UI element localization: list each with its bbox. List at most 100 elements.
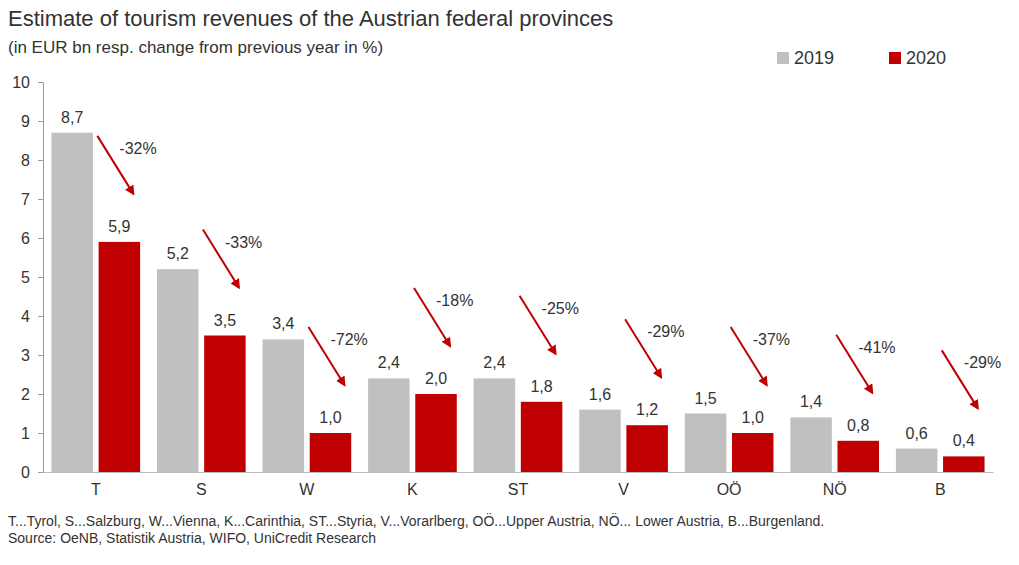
bar: [415, 394, 457, 472]
data-label: 0,4: [953, 432, 975, 449]
tick: NÖ: [823, 472, 847, 498]
bars: [51, 133, 984, 472]
annotation: -18%: [436, 292, 473, 309]
bar: [99, 242, 141, 472]
tick-mark: [38, 277, 43, 278]
tick: 4: [21, 308, 43, 325]
axis-line: [44, 472, 994, 473]
tick-label: K: [407, 481, 418, 498]
tick: K: [407, 472, 418, 498]
data-label: 3,4: [272, 315, 294, 332]
legend: 2019 2020: [777, 48, 946, 68]
bar: [51, 133, 93, 472]
data-label: 0,6: [906, 425, 928, 442]
tick-label: 2: [21, 386, 30, 403]
tick: 5: [21, 269, 43, 286]
annotation: -41%: [858, 339, 895, 356]
tick-label: 10: [12, 74, 30, 91]
annotations: -32%-33%-72%-18%-25%-29%-37%-41%-29%: [97, 136, 1001, 409]
bar: [626, 425, 668, 472]
bar: [368, 378, 410, 472]
bar: [474, 378, 516, 472]
bar: [896, 449, 938, 472]
tick: 8: [21, 152, 43, 169]
bar: [263, 339, 305, 472]
annotation: -37%: [753, 331, 790, 348]
annotation: -72%: [330, 331, 367, 348]
tick: 1: [21, 425, 43, 442]
tick-label: 0: [21, 464, 30, 481]
bar: [310, 433, 352, 472]
bar: [521, 402, 563, 472]
tick-label: 8: [21, 152, 30, 169]
tick: 9: [21, 113, 43, 130]
tick: 6: [21, 230, 43, 247]
data-label: 1,4: [800, 393, 822, 410]
bar: [943, 456, 985, 472]
data-label: 2,0: [425, 370, 447, 387]
tick-label: OÖ: [717, 481, 742, 498]
tick-label: S: [196, 481, 207, 498]
data-label: 1,0: [319, 409, 341, 426]
tick-mark: [38, 199, 43, 200]
tick: OÖ: [717, 472, 742, 498]
bar: [579, 410, 621, 472]
tick: 7: [21, 191, 43, 208]
title: Estimate of tourism revenues of the Aust…: [8, 6, 613, 31]
bar: [204, 336, 246, 473]
data-label: 3,5: [214, 312, 236, 329]
tick-label: 4: [21, 308, 30, 325]
data-label: 5,2: [167, 245, 189, 262]
chart: Estimate of tourism revenues of the Aust…: [0, 0, 1019, 565]
data-label: 1,0: [742, 409, 764, 426]
tick-mark: [38, 433, 43, 434]
data-label: 2,4: [483, 354, 505, 371]
tick-label: ST: [508, 481, 529, 498]
data-label: 1,5: [694, 390, 716, 407]
data-label: 1,6: [589, 386, 611, 403]
tick-mark: [38, 394, 43, 395]
data-label: 2,4: [378, 354, 400, 371]
tick-label: 1: [21, 425, 30, 442]
tick-mark: [38, 160, 43, 161]
legend-label: 2019: [794, 48, 834, 68]
annotation: -33%: [225, 234, 262, 251]
note: T...Tyrol, S...Salzburg, W...Vienna, K..…: [8, 512, 824, 529]
tick-label: 9: [21, 113, 30, 130]
bar: [732, 433, 774, 472]
data-label: 5,9: [108, 218, 130, 235]
tick-label: NÖ: [823, 481, 847, 498]
tick-label: 3: [21, 347, 30, 364]
tick-mark: [38, 82, 43, 83]
axis-line: [38, 83, 44, 473]
tick-label: 6: [21, 230, 30, 247]
tick-label: T: [91, 481, 101, 498]
annotation: -25%: [542, 300, 579, 317]
legend-swatch: [777, 52, 789, 64]
tick-mark: [38, 121, 43, 122]
tick-label: V: [618, 481, 629, 498]
data-label: 8,7: [61, 109, 83, 126]
subtitle: (in EUR bn resp. change from previous ye…: [8, 38, 383, 57]
tick-label: B: [935, 481, 946, 498]
annotation: -32%: [119, 140, 156, 157]
annotation: -29%: [647, 323, 684, 340]
data-labels: 8,7 5,2 3,4 2,4 2,4 1,6 1,5 1,4 0,6 5,9 3,5 1,0 2,0 1…: [61, 109, 975, 450]
tick-mark: [38, 355, 43, 356]
tick: W: [299, 472, 315, 498]
x-axis: T S W K ST V OÖ NÖ B: [44, 472, 994, 498]
tick: T: [91, 472, 101, 498]
tick: 3: [21, 347, 43, 364]
bar: [837, 441, 879, 472]
note: Source: OeNB, Statistik Austria, WIFO, U…: [8, 530, 376, 546]
tick-mark: [38, 472, 43, 473]
tick-label: W: [299, 481, 315, 498]
bar: [685, 414, 727, 473]
tick: 2: [21, 386, 43, 403]
tick: 10: [12, 74, 43, 91]
tick-mark: [38, 316, 43, 317]
tick-label: 5: [21, 269, 30, 286]
legend-label: 2020: [906, 48, 946, 68]
data-label: 0,8: [847, 417, 869, 434]
bar: [157, 269, 199, 472]
